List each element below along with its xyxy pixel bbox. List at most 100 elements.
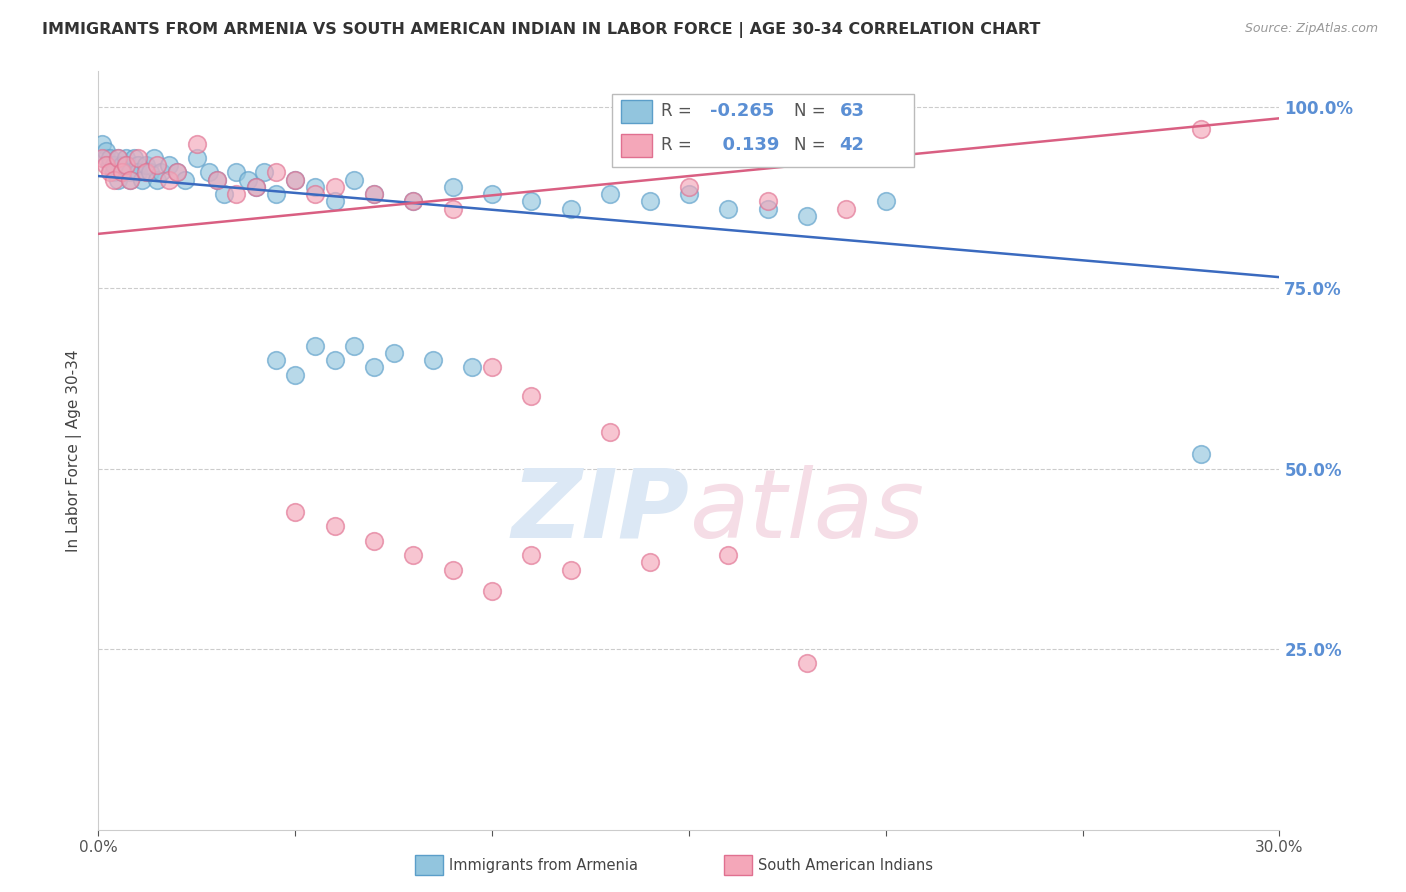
Point: [166, 165, 188, 179]
Point: [264, 165, 287, 179]
Point: [186, 151, 208, 165]
Point: [481, 584, 503, 599]
Point: [678, 180, 700, 194]
Point: [363, 360, 385, 375]
Text: 63: 63: [839, 103, 865, 120]
Point: [323, 180, 346, 194]
Point: [98, 151, 121, 165]
Point: [103, 165, 125, 179]
Point: [599, 425, 621, 440]
Point: [441, 180, 464, 194]
Point: [253, 165, 276, 179]
Point: [1189, 122, 1212, 136]
Point: [236, 172, 259, 186]
Point: [481, 187, 503, 202]
Point: [284, 505, 307, 519]
Point: [96, 151, 118, 165]
Point: [157, 172, 180, 186]
Point: [638, 194, 661, 209]
Point: [756, 202, 779, 216]
Point: [284, 172, 307, 186]
Point: [166, 165, 188, 179]
Point: [323, 194, 346, 209]
Point: [520, 548, 543, 562]
Point: [135, 158, 157, 172]
Point: [146, 172, 169, 186]
Point: [131, 172, 153, 186]
Point: [115, 151, 138, 165]
Text: South American Indians: South American Indians: [758, 858, 932, 872]
Point: [284, 368, 307, 382]
Text: R =: R =: [661, 136, 692, 154]
Point: [245, 180, 267, 194]
Point: [96, 144, 118, 158]
Point: [363, 533, 385, 548]
Y-axis label: In Labor Force | Age 30-34: In Labor Force | Age 30-34: [66, 349, 83, 552]
Point: [127, 165, 149, 179]
Text: atlas: atlas: [689, 465, 924, 558]
Point: [98, 158, 121, 172]
Point: [343, 339, 366, 353]
Point: [91, 151, 114, 165]
Point: [323, 353, 346, 368]
Point: [111, 158, 134, 172]
Point: [835, 202, 858, 216]
Point: [441, 563, 464, 577]
Point: [343, 172, 366, 186]
Point: [205, 172, 228, 186]
Text: -0.265: -0.265: [710, 103, 775, 120]
Point: [402, 194, 425, 209]
Point: [91, 136, 114, 151]
Point: [111, 165, 134, 179]
Text: 0.139: 0.139: [710, 136, 779, 154]
Point: [441, 202, 464, 216]
Point: [245, 180, 267, 194]
Point: [118, 165, 141, 179]
Point: [111, 165, 134, 179]
Point: [875, 194, 897, 209]
Point: [103, 172, 125, 186]
Point: [560, 202, 582, 216]
Point: [214, 187, 236, 202]
Point: [678, 187, 700, 202]
Point: [103, 158, 125, 172]
Text: IMMIGRANTS FROM ARMENIA VS SOUTH AMERICAN INDIAN IN LABOR FORCE | AGE 30-34 CORR: IMMIGRANTS FROM ARMENIA VS SOUTH AMERICA…: [42, 22, 1040, 38]
Point: [323, 519, 346, 533]
Text: R =: R =: [661, 103, 692, 120]
Point: [138, 165, 160, 179]
Point: [135, 165, 157, 179]
Point: [107, 172, 129, 186]
Point: [107, 151, 129, 165]
Point: [174, 172, 197, 186]
Point: [304, 339, 326, 353]
Point: [382, 346, 405, 360]
Point: [756, 194, 779, 209]
Point: [363, 187, 385, 202]
Point: [107, 151, 129, 165]
Point: [363, 187, 385, 202]
Point: [717, 548, 740, 562]
Point: [717, 202, 740, 216]
Point: [461, 360, 484, 375]
Text: 42: 42: [839, 136, 865, 154]
Text: N =: N =: [794, 136, 825, 154]
Point: [796, 209, 818, 223]
Point: [122, 151, 145, 165]
Point: [520, 389, 543, 403]
Point: [118, 172, 141, 186]
Point: [638, 555, 661, 569]
Point: [796, 657, 818, 671]
Point: [560, 563, 582, 577]
Point: [157, 158, 180, 172]
Point: [115, 158, 138, 172]
Point: [520, 194, 543, 209]
Point: [1189, 447, 1212, 461]
Point: [115, 158, 138, 172]
Point: [225, 165, 247, 179]
Text: ZIP: ZIP: [510, 465, 689, 558]
Point: [127, 151, 149, 165]
Point: [225, 187, 247, 202]
Point: [118, 172, 141, 186]
Text: Source: ZipAtlas.com: Source: ZipAtlas.com: [1244, 22, 1378, 36]
Point: [264, 187, 287, 202]
